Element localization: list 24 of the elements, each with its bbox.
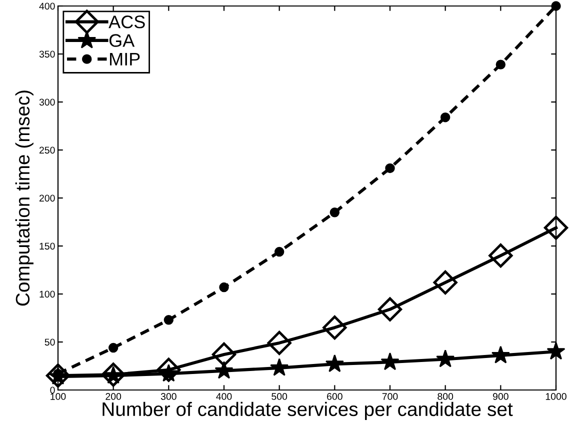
x-tick-label: 700	[382, 393, 398, 400]
y-tick-label: 250	[39, 146, 55, 154]
legend-label: ACS	[108, 16, 145, 28]
y-tick-label: 100	[40, 290, 55, 298]
y-tick-label: 400	[39, 2, 55, 10]
legend-label: GA	[109, 34, 135, 47]
x-axis-title: Number of candidate services per candidate set	[102, 402, 513, 420]
y-tick-label: 150	[40, 242, 55, 250]
y-tick-label: 350	[39, 50, 55, 58]
x-tick-label: 200	[106, 393, 122, 400]
y-tick-label: 200	[39, 194, 55, 202]
x-tick-label: 600	[327, 393, 342, 400]
y-tick-label: 300	[39, 98, 55, 106]
x-tick-label: 300	[160, 393, 176, 400]
x-tick-label: 500	[272, 393, 288, 400]
x-tick-label: 800	[438, 393, 454, 400]
legend-label: MIP	[110, 52, 140, 66]
y-tick-label: 0	[50, 386, 55, 394]
x-tick-label: 900	[493, 393, 508, 400]
x-tick-label: 100	[50, 393, 66, 400]
x-tick-label: 400	[216, 393, 232, 400]
y-tick-label: 50	[44, 338, 55, 346]
x-tick-label: 1000	[546, 393, 566, 400]
y-axis-title: Computation time (msec)	[15, 90, 34, 306]
